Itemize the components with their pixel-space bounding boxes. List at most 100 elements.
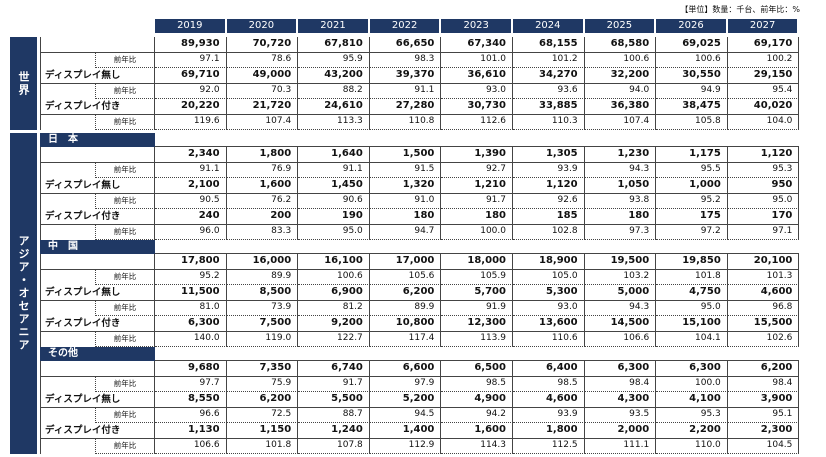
yoy-label: 前年比: [95, 162, 155, 178]
yoy-label: 前年比: [95, 52, 155, 68]
yoy-value: 114.3: [441, 438, 513, 454]
yoy-value: 76.2: [226, 193, 299, 209]
count-value: 1,390: [441, 147, 513, 163]
yoy-value: 92.7: [441, 162, 513, 178]
yoy-label: 前年比: [95, 300, 155, 316]
region-header: その他: [40, 347, 155, 361]
count-value: 6,200: [226, 392, 299, 408]
count-value: 68,580: [584, 37, 657, 53]
yoy-value: 97.2: [656, 224, 728, 240]
count-value: 20,100: [727, 254, 800, 270]
count-value: 2,000: [584, 423, 657, 439]
yoy-value: 101.0: [441, 52, 513, 68]
count-value: 6,300: [584, 361, 657, 377]
group-label: アジア・オセアニア: [10, 133, 37, 454]
count-value: 1,305: [513, 147, 585, 163]
unit-note: 【単位】数量：千台、前年比：%: [680, 5, 800, 14]
yoy-value: 95.3: [656, 407, 728, 423]
yoy-value: 96.0: [155, 224, 227, 240]
yoy-value: 89.9: [369, 300, 442, 316]
row-label: ディスプレイ無し: [40, 392, 155, 408]
label-spacer: [40, 162, 95, 178]
yoy-label: 前年比: [95, 83, 155, 99]
count-value: 2,200: [656, 423, 728, 439]
yoy-value: 101.2: [513, 52, 585, 68]
yoy-value: 72.5: [226, 407, 299, 423]
yoy-value: 112.6: [441, 114, 513, 130]
label-spacer: [40, 331, 95, 347]
year-header: 2025: [584, 19, 657, 33]
count-value: 5,700: [441, 285, 513, 301]
yoy-value: 83.3: [226, 224, 299, 240]
yoy-value: 91.1: [369, 83, 442, 99]
yoy-value: 94.3: [584, 300, 657, 316]
yoy-value: 94.7: [369, 224, 442, 240]
count-value: 70,720: [226, 37, 299, 53]
yoy-value: 91.9: [441, 300, 513, 316]
yoy-value: 93.0: [513, 300, 585, 316]
count-value: 190: [298, 209, 370, 225]
label-spacer: [40, 224, 95, 240]
yoy-value: 76.9: [226, 162, 299, 178]
count-value: 8,500: [226, 285, 299, 301]
count-value: 17,000: [369, 254, 442, 270]
yoy-value: 96.8: [727, 300, 800, 316]
count-value: 11,500: [155, 285, 227, 301]
count-value: 30,730: [441, 99, 513, 115]
row-label-empty: [40, 254, 155, 270]
count-value: 9,200: [298, 316, 370, 332]
yoy-value: 97.9: [369, 376, 442, 392]
count-value: 1,000: [656, 178, 728, 194]
yoy-value: 100.6: [584, 52, 657, 68]
yoy-value: 110.0: [656, 438, 728, 454]
yoy-value: 110.6: [513, 331, 585, 347]
yoy-value: 107.4: [584, 114, 657, 130]
count-value: 180: [441, 209, 513, 225]
count-value: 2,300: [727, 423, 800, 439]
yoy-value: 102.6: [727, 331, 800, 347]
count-value: 36,380: [584, 99, 657, 115]
yoy-value: 90.6: [298, 193, 370, 209]
count-value: 68,155: [513, 37, 585, 53]
row-label: ディスプレイ無し: [40, 68, 155, 84]
yoy-value: 91.5: [369, 162, 442, 178]
row-label-empty: [40, 361, 155, 377]
count-value: 4,900: [441, 392, 513, 408]
count-value: 1,120: [727, 147, 800, 163]
count-value: 19,500: [584, 254, 657, 270]
label-spacer: [40, 83, 95, 99]
yoy-value: 93.9: [513, 407, 585, 423]
count-value: 4,100: [656, 392, 728, 408]
yoy-value: 91.1: [155, 162, 227, 178]
label-spacer: [40, 438, 95, 454]
count-value: 14,500: [584, 316, 657, 332]
row-label: ディスプレイ無し: [40, 285, 155, 301]
yoy-value: 95.9: [298, 52, 370, 68]
yoy-value: 97.1: [727, 224, 800, 240]
yoy-value: 92.0: [155, 83, 227, 99]
count-value: 1,800: [513, 423, 585, 439]
label-spacer: [40, 300, 95, 316]
yoy-label: 前年比: [95, 114, 155, 130]
yoy-value: 110.3: [513, 114, 585, 130]
yoy-value: 98.3: [369, 52, 442, 68]
count-value: 36,610: [441, 68, 513, 84]
count-value: 180: [369, 209, 442, 225]
group-label: 世界: [10, 37, 37, 130]
count-value: 6,900: [298, 285, 370, 301]
yoy-value: 100.2: [727, 52, 800, 68]
yoy-value: 91.0: [369, 193, 442, 209]
yoy-value: 89.9: [226, 269, 299, 285]
count-value: 17,800: [155, 254, 227, 270]
yoy-value: 90.5: [155, 193, 227, 209]
yoy-value: 100.6: [298, 269, 370, 285]
year-header: 2023: [441, 19, 513, 33]
count-value: 3,900: [727, 392, 800, 408]
year-header: 2027: [727, 19, 800, 33]
yoy-value: 97.1: [155, 52, 227, 68]
count-value: 5,500: [298, 392, 370, 408]
count-value: 33,885: [513, 99, 585, 115]
count-value: 6,500: [441, 361, 513, 377]
count-value: 5,200: [369, 392, 442, 408]
yoy-value: 94.0: [584, 83, 657, 99]
